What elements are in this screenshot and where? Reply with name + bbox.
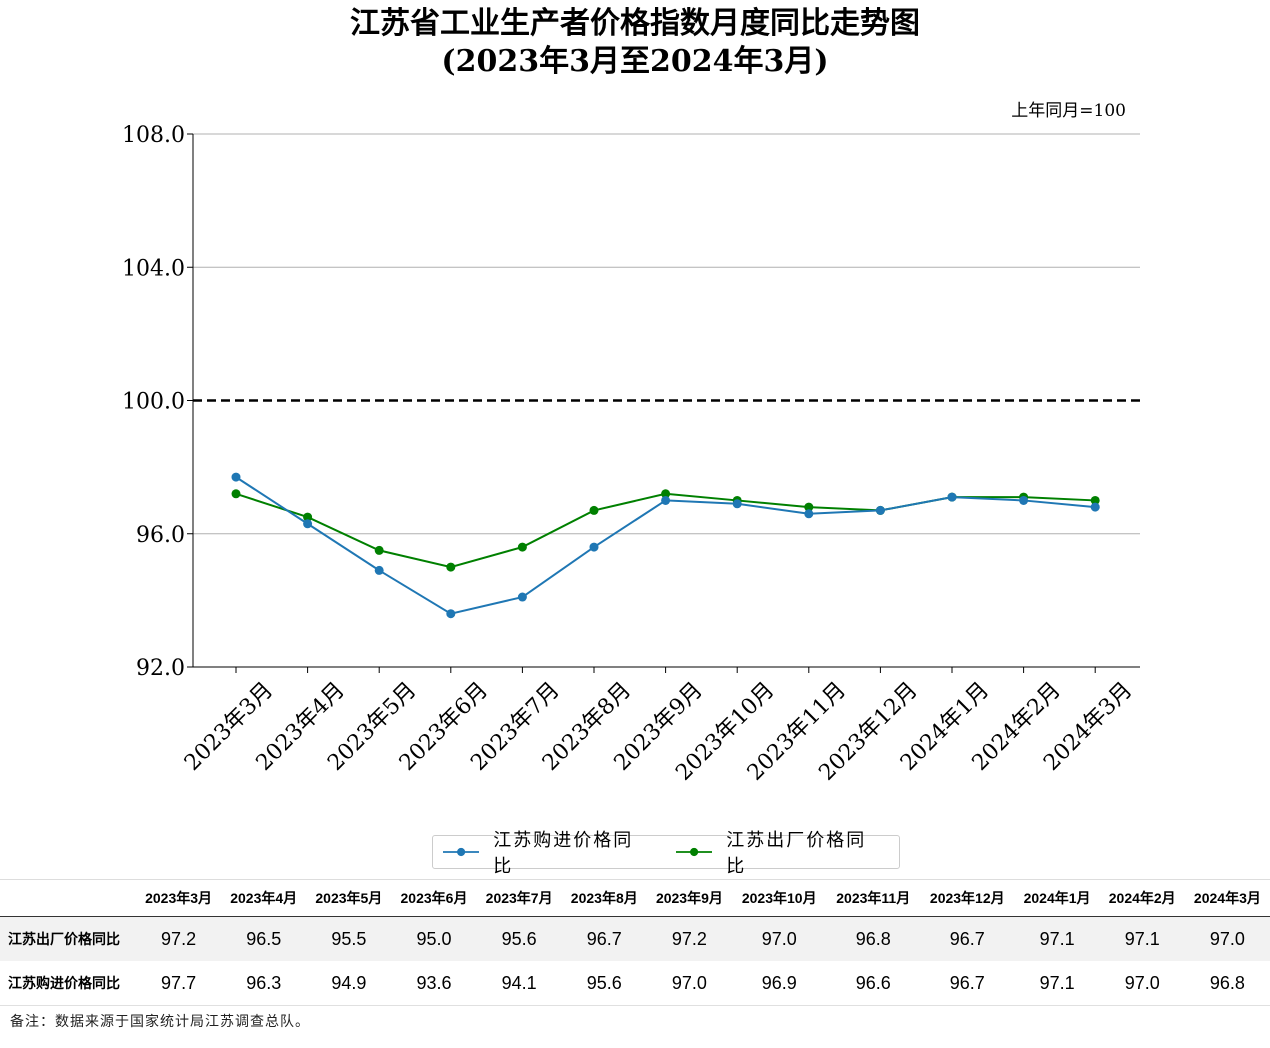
- line-chart: 92.096.0100.0104.0108.0上年同月=1002023年3月20…: [122, 101, 1140, 786]
- data-point-purchase: [1090, 502, 1100, 512]
- data-point-output: [446, 562, 456, 572]
- data-table: 2023年3月 2023年4月 2023年5月 2023年6月 2023年7月 …: [0, 879, 1270, 1006]
- table-row: 江苏购进价格同比 97.7 96.3 94.9 93.6 94.1 95.6 9…: [0, 961, 1270, 1006]
- data-point-output: [1090, 495, 1100, 505]
- table-cell: 97.1: [1014, 916, 1100, 961]
- row-label: 江苏购进价格同比: [0, 961, 136, 1006]
- table-cell: 96.9: [731, 961, 827, 1006]
- table-cell: 95.0: [391, 916, 477, 961]
- data-point-purchase: [804, 509, 814, 519]
- table-header: 2023年12月: [920, 879, 1015, 917]
- table-corner: [0, 879, 136, 917]
- legend-label-output: 江苏出厂价格同比: [726, 830, 867, 877]
- table-header: 2023年10月: [731, 879, 827, 917]
- y-tick-label: 108.0: [122, 123, 185, 148]
- table-header: 2024年3月: [1184, 879, 1270, 917]
- table-cell: 97.2: [646, 916, 732, 961]
- table-cell: 97.1: [1014, 961, 1100, 1006]
- data-point-purchase: [589, 542, 599, 552]
- legend-swatch-output: [676, 847, 713, 857]
- table-header: 2024年1月: [1014, 879, 1100, 917]
- table-cell: 96.7: [920, 916, 1015, 961]
- data-point-purchase: [875, 505, 885, 515]
- table-cell: 96.6: [826, 961, 921, 1006]
- data-point-output: [231, 489, 241, 499]
- table-header-row: 2023年3月 2023年4月 2023年5月 2023年6月 2023年7月 …: [0, 879, 1270, 917]
- table-header: 2023年9月: [646, 879, 732, 917]
- data-point-output: [374, 545, 384, 555]
- data-point-purchase: [231, 472, 241, 482]
- data-point-output: [661, 489, 671, 499]
- data-point-purchase: [446, 609, 456, 619]
- data-point-output: [804, 502, 814, 512]
- data-point-purchase: [661, 495, 671, 505]
- table-cell: 95.6: [476, 916, 562, 961]
- table-cell: 97.0: [1184, 916, 1270, 961]
- table-cell: 97.2: [136, 916, 222, 961]
- table-cell: 97.7: [136, 961, 222, 1006]
- data-point-purchase: [303, 519, 313, 529]
- table-header: 2023年11月: [826, 879, 921, 917]
- row-label: 江苏出厂价格同比: [0, 916, 136, 961]
- table-header: 2023年4月: [221, 879, 307, 917]
- table-cell: 97.0: [1099, 961, 1185, 1006]
- data-point-output: [589, 505, 599, 515]
- chart-subtitle: (2023年3月至2024年3月): [441, 44, 829, 79]
- table-cell: 97.1: [1099, 916, 1185, 961]
- legend-item-purchase: 江苏购进价格同比: [443, 826, 638, 878]
- table-cell: 96.8: [826, 916, 921, 961]
- y-tick-label: 92.0: [136, 656, 185, 681]
- data-point-purchase: [947, 492, 957, 502]
- data-point-output: [517, 542, 527, 552]
- table-cell: 96.7: [920, 961, 1015, 1006]
- table-cell: 96.3: [221, 961, 307, 1006]
- legend-item-output: 江苏出厂价格同比: [676, 826, 871, 878]
- chart-title: 江苏省工业生产者价格指数月度同比走势图: [350, 6, 920, 41]
- table-cell: 95.5: [306, 916, 392, 961]
- table-cell: 94.1: [476, 961, 562, 1006]
- data-point-purchase: [1019, 495, 1029, 505]
- legend: 江苏购进价格同比 江苏出厂价格同比: [432, 830, 900, 877]
- source-note: 备注：数据来源于国家统计局江苏调查总队。: [10, 1014, 310, 1030]
- data-point-purchase: [517, 592, 527, 602]
- table-row: 江苏出厂价格同比 97.2 96.5 95.5 95.0 95.6 96.7 9…: [0, 916, 1270, 961]
- legend-swatch-purchase: [443, 847, 480, 857]
- table-header: 2023年7月: [476, 879, 562, 917]
- unit-note: 上年同月=100: [1011, 101, 1126, 121]
- table-cell: 96.5: [221, 916, 307, 961]
- y-tick-label: 96.0: [136, 523, 185, 548]
- table-cell: 96.7: [561, 916, 647, 961]
- data-point-output: [303, 512, 313, 522]
- y-tick-label: 104.0: [122, 256, 185, 281]
- legend-label-purchase: 江苏购进价格同比: [493, 830, 634, 877]
- table-header: 2024年2月: [1099, 879, 1185, 917]
- table-cell: 94.9: [306, 961, 392, 1006]
- data-point-purchase: [374, 565, 384, 575]
- table-header: 2023年6月: [391, 879, 477, 917]
- table-header: 2023年8月: [561, 879, 647, 917]
- table-header: 2023年5月: [306, 879, 392, 917]
- data-point-purchase: [732, 499, 742, 509]
- table-cell: 97.0: [646, 961, 732, 1006]
- table-header: 2023年3月: [136, 879, 222, 917]
- table-cell: 97.0: [731, 916, 827, 961]
- y-tick-label: 100.0: [122, 390, 185, 415]
- table-cell: 95.6: [561, 961, 647, 1006]
- table-cell: 96.8: [1184, 961, 1270, 1006]
- table-cell: 93.6: [391, 961, 477, 1006]
